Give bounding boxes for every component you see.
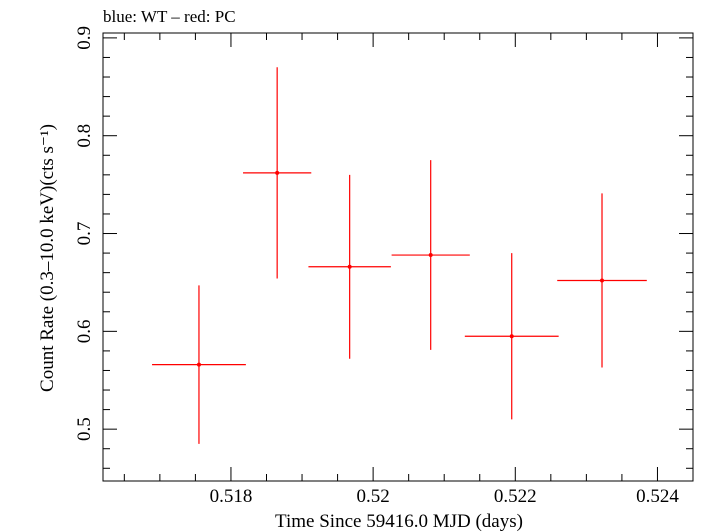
plot-frame	[102, 32, 694, 482]
data-marker	[275, 170, 280, 175]
data-point	[464, 253, 559, 420]
data-marker	[196, 362, 201, 367]
y-tick-label: 0.9	[74, 26, 95, 50]
data-marker	[347, 264, 352, 269]
data-point	[308, 174, 391, 359]
y-tick-label: 0.7	[74, 222, 95, 246]
chart-title: blue: WT – red: PC	[103, 7, 236, 26]
x-tick-label: 0.518	[210, 486, 253, 507]
x-tick-label: 0.522	[494, 486, 537, 507]
x-tick-label: 0.524	[636, 486, 679, 507]
y-axis: 0.5 0.6 0.7 0.8 0.9	[74, 26, 693, 469]
y-tick-label: 0.6	[74, 319, 95, 343]
y-axis-title: Count Rate (0.3–10.0 keV)(cts s⁻¹)	[37, 124, 58, 392]
plot-border	[102, 32, 694, 482]
x-tick-label: 0.52	[356, 486, 389, 507]
y-tick-label: 0.5	[74, 417, 95, 441]
data-point	[391, 160, 470, 350]
data-point	[557, 193, 647, 368]
data-marker	[509, 334, 514, 339]
data-marker	[428, 253, 433, 258]
data-marker	[600, 278, 605, 283]
x-axis: 0.518 0.52 0.522 0.524	[123, 33, 694, 507]
x-axis-title: Time Since 59416.0 MJD (days)	[275, 511, 523, 532]
y-tick-label: 0.8	[74, 124, 95, 148]
data-point	[243, 67, 312, 279]
data-point	[152, 285, 246, 444]
data-points	[152, 67, 647, 444]
